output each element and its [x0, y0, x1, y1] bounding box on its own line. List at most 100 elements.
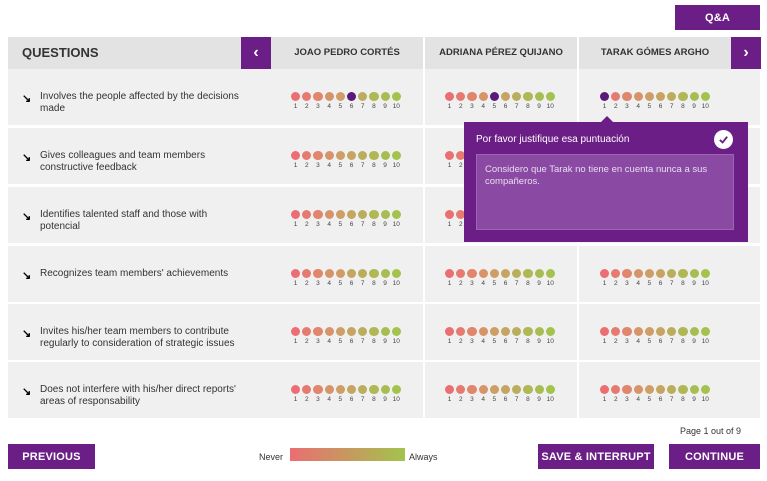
rating-dot[interactable]: [500, 269, 511, 279]
rating-dot[interactable]: [467, 327, 477, 337]
rating-dot[interactable]: [489, 92, 499, 102]
rating-dot[interactable]: [467, 92, 477, 102]
rating-dot[interactable]: [667, 327, 677, 337]
rating-dot[interactable]: [358, 269, 368, 279]
rating-dot[interactable]: [335, 385, 345, 395]
rating-dot[interactable]: [600, 327, 610, 337]
rating-dot[interactable]: [478, 92, 488, 102]
rating-dot[interactable]: [335, 210, 345, 220]
rating-dot[interactable]: [689, 385, 699, 395]
qa-button[interactable]: Q&A: [675, 5, 760, 30]
rating-dot[interactable]: [346, 385, 357, 395]
rating-dot[interactable]: [700, 269, 710, 279]
rating-dot[interactable]: [489, 269, 499, 279]
rating-dot[interactable]: [346, 269, 357, 279]
rating-dot[interactable]: [611, 92, 621, 102]
next-person-arrow[interactable]: ›: [731, 37, 761, 69]
rating-dot[interactable]: [369, 210, 379, 220]
save-interrupt-button[interactable]: SAVE & INTERRUPT: [538, 444, 654, 469]
rating-dot[interactable]: [644, 385, 654, 395]
rating-dot[interactable]: [313, 92, 323, 102]
rating-dot[interactable]: [622, 269, 632, 279]
rating-dot[interactable]: [500, 385, 511, 395]
rating-dot[interactable]: [391, 385, 401, 395]
rating-dot[interactable]: [369, 327, 379, 337]
rating-dot[interactable]: [644, 327, 654, 337]
rating-dot[interactable]: [358, 210, 368, 220]
rating-dot[interactable]: [523, 92, 533, 102]
justification-textarea[interactable]: Considero que Tarak no tiene en cuenta n…: [476, 154, 734, 230]
rating-dot[interactable]: [478, 269, 488, 279]
rating-dot[interactable]: [678, 327, 688, 337]
rating-dot[interactable]: [512, 269, 522, 279]
rating-dot[interactable]: [523, 269, 533, 279]
rating-dot[interactable]: [655, 327, 666, 337]
rating-dot[interactable]: [380, 385, 390, 395]
rating-dot[interactable]: [313, 327, 323, 337]
rating-dot[interactable]: [324, 151, 334, 161]
rating-dot[interactable]: [456, 327, 466, 337]
rating-dot[interactable]: [500, 92, 511, 102]
rating-dot[interactable]: [523, 327, 533, 337]
rating-dot[interactable]: [467, 385, 477, 395]
rating-dot[interactable]: [655, 385, 666, 395]
rating-dot[interactable]: [611, 269, 621, 279]
rating-dot[interactable]: [534, 92, 544, 102]
rating-dot[interactable]: [346, 151, 357, 161]
rating-dot[interactable]: [689, 92, 699, 102]
rating-dot[interactable]: [335, 151, 345, 161]
rating-dot[interactable]: [445, 385, 455, 395]
rating-dot[interactable]: [545, 327, 555, 337]
rating-dot[interactable]: [467, 269, 477, 279]
rating-dot[interactable]: [445, 151, 455, 161]
rating-dot[interactable]: [346, 210, 357, 220]
rating-dot[interactable]: [380, 151, 390, 161]
rating-dot[interactable]: [534, 385, 544, 395]
rating-dot[interactable]: [445, 269, 455, 279]
rating-dot[interactable]: [667, 92, 677, 102]
rating-dot[interactable]: [512, 327, 522, 337]
rating-dot[interactable]: [456, 92, 466, 102]
rating-dot[interactable]: [667, 269, 677, 279]
rating-dot[interactable]: [380, 92, 390, 102]
rating-dot[interactable]: [456, 269, 466, 279]
rating-dot[interactable]: [456, 385, 466, 395]
rating-dot[interactable]: [633, 92, 643, 102]
rating-dot[interactable]: [324, 210, 334, 220]
rating-dot[interactable]: [391, 210, 401, 220]
rating-dot[interactable]: [633, 269, 643, 279]
rating-dot[interactable]: [534, 269, 544, 279]
previous-button[interactable]: PREVIOUS: [8, 444, 95, 469]
continue-button[interactable]: CONTINUE: [669, 444, 760, 469]
rating-dot[interactable]: [302, 92, 312, 102]
rating-dot[interactable]: [369, 92, 379, 102]
rating-dot[interactable]: [358, 385, 368, 395]
rating-dot[interactable]: [600, 385, 610, 395]
rating-dot[interactable]: [391, 327, 401, 337]
rating-dot[interactable]: [291, 269, 301, 279]
rating-dot[interactable]: [391, 269, 401, 279]
rating-dot[interactable]: [600, 92, 610, 102]
rating-dot[interactable]: [346, 92, 357, 102]
confirm-check-icon[interactable]: [714, 130, 733, 149]
rating-dot[interactable]: [622, 327, 632, 337]
rating-dot[interactable]: [689, 269, 699, 279]
rating-dot[interactable]: [291, 327, 301, 337]
rating-dot[interactable]: [358, 151, 368, 161]
rating-dot[interactable]: [302, 151, 312, 161]
rating-dot[interactable]: [633, 385, 643, 395]
rating-dot[interactable]: [358, 92, 368, 102]
rating-dot[interactable]: [324, 385, 334, 395]
rating-dot[interactable]: [545, 385, 555, 395]
rating-dot[interactable]: [622, 92, 632, 102]
rating-dot[interactable]: [369, 385, 379, 395]
rating-dot[interactable]: [324, 92, 334, 102]
rating-dot[interactable]: [644, 92, 654, 102]
rating-dot[interactable]: [380, 210, 390, 220]
rating-dot[interactable]: [358, 327, 368, 337]
rating-dot[interactable]: [489, 385, 499, 395]
rating-dot[interactable]: [445, 210, 455, 220]
rating-dot[interactable]: [391, 92, 401, 102]
rating-dot[interactable]: [655, 92, 666, 102]
rating-dot[interactable]: [380, 269, 390, 279]
